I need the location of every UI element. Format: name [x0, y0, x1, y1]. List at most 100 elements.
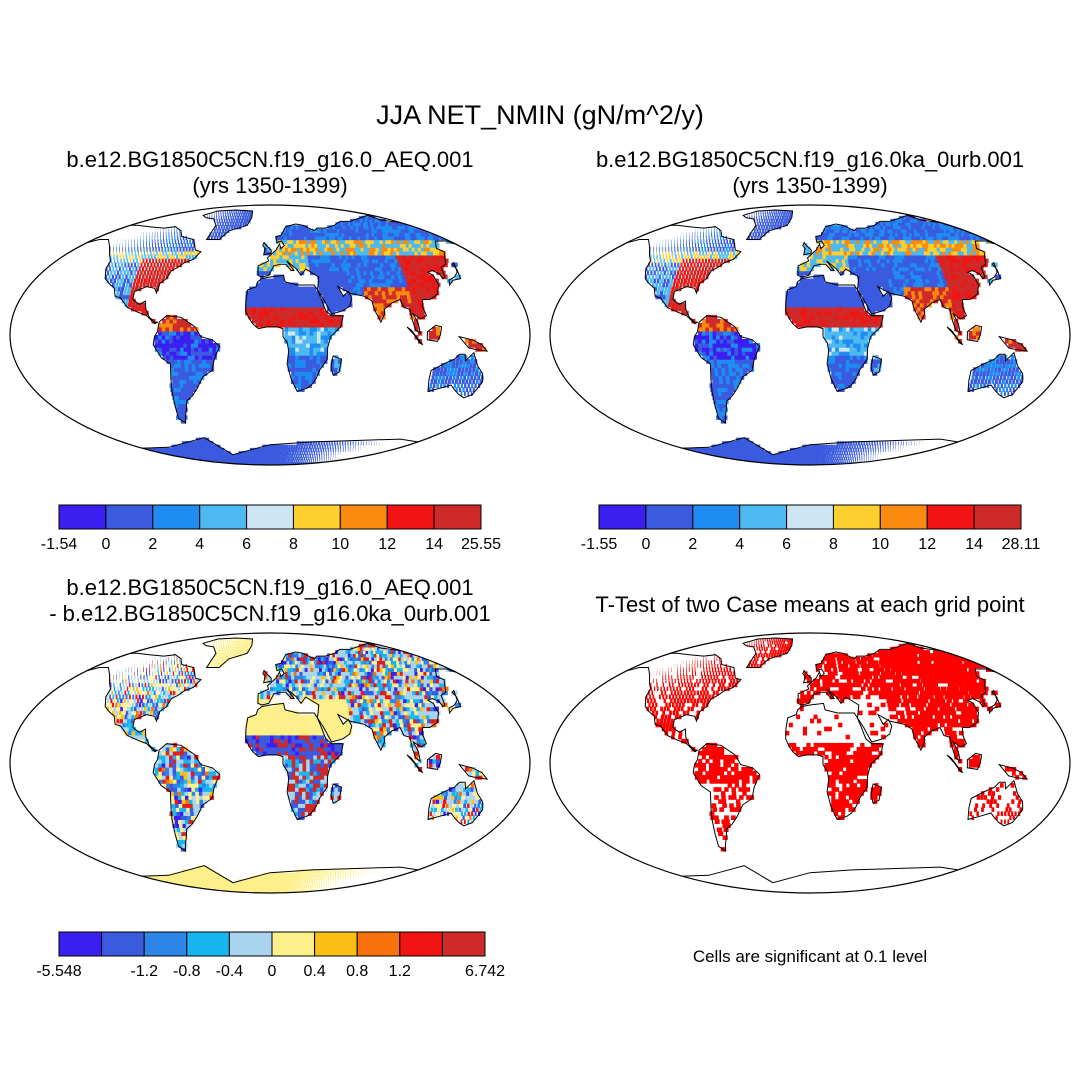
- grid-cell: [428, 294, 433, 300]
- grid-cell: [162, 347, 167, 352]
- grid-cell: [166, 359, 171, 364]
- grid-cell: [429, 383, 433, 388]
- grid-cell: [287, 457, 290, 461]
- grid-cell: [840, 447, 843, 452]
- grid-cell: [338, 254, 344, 260]
- grid-cell: [298, 343, 303, 348]
- grid-cell: [380, 302, 385, 308]
- grid-cell: [176, 351, 181, 356]
- grid-cell: [389, 270, 396, 276]
- grid-cell: [110, 270, 113, 276]
- grid-cell: [182, 375, 187, 380]
- grid-cell: [222, 222, 224, 226]
- grid-cell: [741, 461, 747, 465]
- grid-cell: [263, 262, 268, 268]
- grid-cell: [124, 286, 128, 292]
- grid-cell: [172, 318, 177, 324]
- grid-cell: [116, 278, 120, 284]
- grid-cell: [333, 239, 339, 244]
- grid-cell: [313, 270, 318, 276]
- grid-cell: [128, 274, 131, 280]
- grid-cell: [364, 243, 371, 248]
- grid-cell: [683, 451, 692, 455]
- grid-cell: [295, 347, 300, 352]
- coastline-borneo: [426, 324, 443, 342]
- grid-cell: [154, 335, 159, 340]
- grid-cell: [190, 463, 196, 465]
- grid-cell: [855, 459, 857, 463]
- grid-cell: [732, 375, 738, 380]
- grid-cell: [108, 454, 118, 458]
- grid-cell: [338, 322, 343, 328]
- grid-cell: [332, 286, 337, 292]
- grid-cell: [306, 444, 309, 449]
- grid-cell: [283, 228, 287, 233]
- grid-cell: [335, 282, 340, 288]
- grid-cell: [291, 371, 296, 376]
- grid-cell: [333, 232, 339, 237]
- grid-cell: [236, 212, 238, 217]
- grid-cell: [465, 363, 470, 368]
- grid-cell: [360, 274, 366, 280]
- grid-cell: [307, 447, 310, 452]
- grid-cell: [115, 282, 119, 288]
- grid-cell: [148, 457, 157, 461]
- grid-cell: [812, 454, 815, 458]
- grid-cell: [263, 454, 267, 458]
- grid-cell: [812, 447, 816, 452]
- grid-cell: [155, 454, 163, 458]
- grid-cell: [169, 457, 176, 461]
- grid-cell: [713, 363, 719, 368]
- grid-cell: [320, 331, 325, 336]
- grid-cell: [428, 262, 435, 268]
- grid-cell: [797, 451, 802, 455]
- grid-cell: [197, 441, 204, 446]
- grid-cell: [383, 302, 389, 308]
- grid-cell: [317, 258, 323, 264]
- grid-cell: [745, 444, 751, 449]
- grid-cell: [169, 318, 174, 324]
- grid-cell: [315, 290, 320, 296]
- grid-cell: [228, 225, 231, 230]
- grid-cell: [772, 461, 777, 465]
- grid-cell: [458, 367, 462, 372]
- grid-cell: [138, 459, 147, 463]
- grid-cell: [301, 258, 307, 264]
- grid-cell: [316, 302, 321, 308]
- grid-cell: [351, 247, 357, 252]
- grid-cell: [321, 459, 323, 463]
- grid-cell: [818, 461, 821, 465]
- grid-cell: [742, 371, 748, 376]
- grid-cell: [440, 363, 445, 368]
- grid-cell: [291, 355, 296, 360]
- grid-cell: [752, 463, 757, 465]
- grid-cell: [414, 298, 420, 304]
- grid-cell: [623, 444, 633, 449]
- grid-cell: [992, 375, 996, 380]
- grid-cell: [220, 454, 226, 458]
- grid-cell: [859, 459, 861, 463]
- grid-cell: [706, 461, 713, 465]
- grid-cell: [280, 447, 283, 452]
- grid-cell: [179, 326, 184, 332]
- grid-cell: [816, 463, 819, 465]
- grid-cell: [183, 318, 188, 324]
- grid-cell: [149, 243, 150, 248]
- grid-cell: [295, 351, 300, 356]
- grid-cell: [296, 457, 299, 461]
- grid-cell: [218, 451, 224, 455]
- grid-cell: [256, 286, 261, 292]
- grid-cell: [442, 375, 446, 380]
- grid-cell: [177, 239, 180, 244]
- grid-cell: [353, 290, 359, 296]
- grid-cell: [729, 461, 735, 465]
- grid-cell: [334, 235, 340, 241]
- grid-cell: [108, 457, 118, 461]
- grid-cell: [113, 270, 116, 276]
- grid-cell: [831, 451, 834, 455]
- grid-cell: [141, 454, 150, 458]
- grid-cell: [460, 371, 464, 376]
- grid-cell: [679, 454, 688, 458]
- grid-cell: [179, 459, 186, 463]
- grid-cell: [334, 225, 340, 230]
